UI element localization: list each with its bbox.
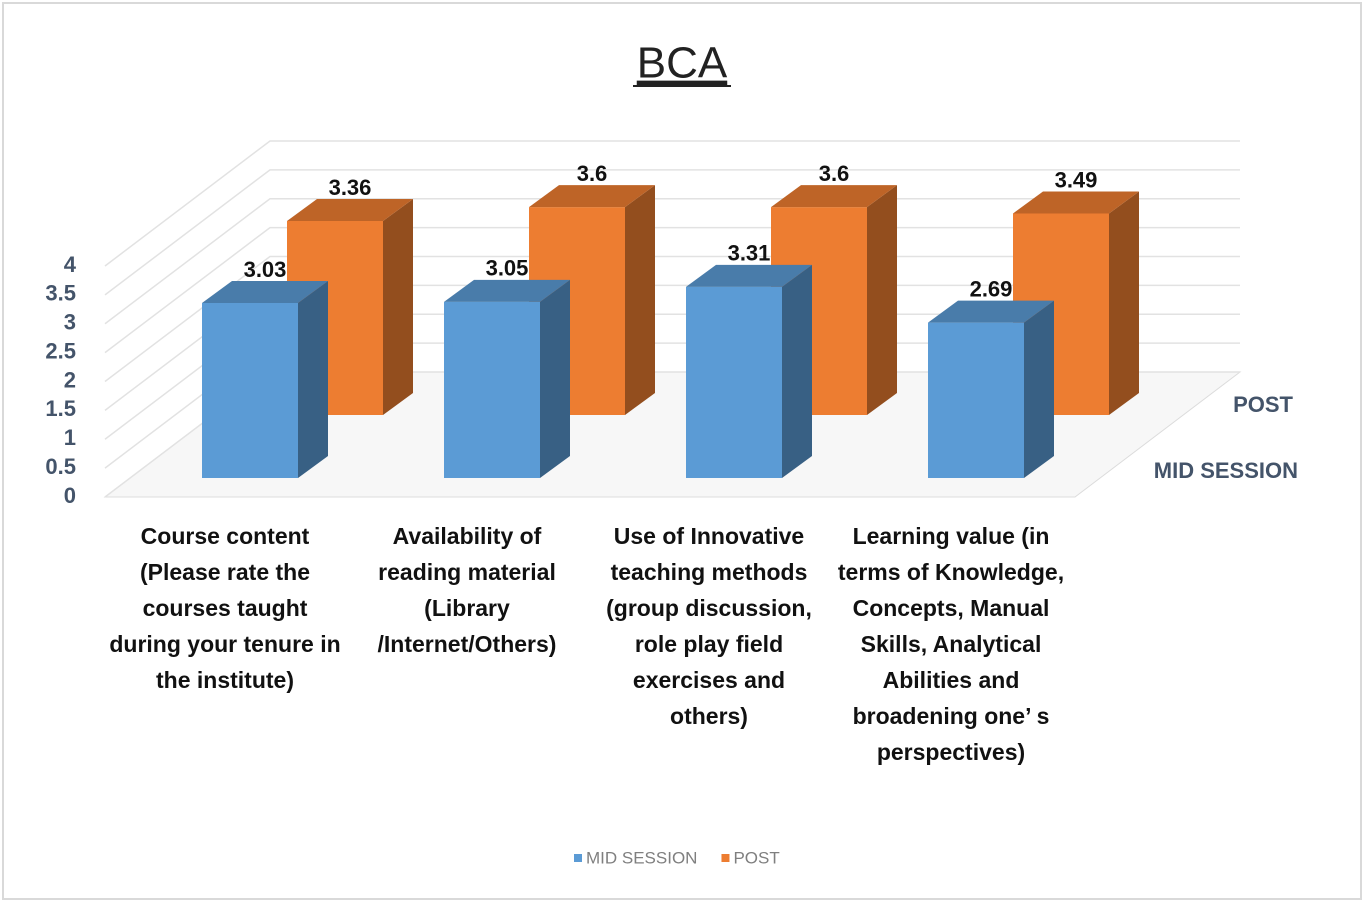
data-label: 2.69 — [970, 276, 1013, 301]
bar-top — [686, 264, 812, 287]
data-label: 3.31 — [728, 241, 771, 266]
bar-top — [529, 185, 655, 208]
y-tick-label: 4 — [64, 252, 77, 277]
y-tick-label: 3.5 — [45, 281, 76, 306]
y-tick-label: 0 — [64, 483, 76, 508]
depth-label: POST — [1233, 392, 1293, 417]
legend-swatch — [721, 854, 730, 862]
depth-label: MID SESSION — [1154, 458, 1298, 483]
y-tick-label: 1.5 — [45, 396, 76, 421]
bar-top — [771, 185, 897, 208]
data-label: 3.6 — [819, 161, 850, 186]
x-tick-label: Learning value (in terms of Knowledge, C… — [837, 523, 1065, 765]
bar-side — [1024, 300, 1054, 478]
bar-front — [202, 303, 298, 478]
legend-swatch — [574, 854, 582, 862]
y-tick-label: 2 — [64, 367, 76, 392]
bar-top — [928, 300, 1054, 323]
bar-top — [1013, 191, 1139, 214]
bar-side — [383, 198, 413, 415]
bar-side — [540, 279, 570, 478]
chart-title: BCA — [637, 39, 728, 88]
bar-side — [782, 264, 812, 478]
bar-top — [444, 279, 570, 302]
bar-front — [686, 286, 782, 478]
grid-line — [104, 140, 1240, 267]
data-label: 3.03 — [244, 257, 287, 282]
bar-top — [202, 281, 328, 304]
legend-label: MID SESSION — [586, 848, 697, 867]
bar-side — [298, 281, 328, 478]
data-label: 3.36 — [329, 175, 372, 200]
legend-label: POST — [733, 848, 779, 867]
bar-top — [287, 198, 413, 221]
bar-side — [867, 185, 897, 415]
grid-line — [104, 198, 1240, 325]
bar-front — [444, 301, 540, 478]
x-tick-label: Use of Innovative teaching methods (grou… — [606, 523, 812, 729]
data-label: 3.05 — [486, 256, 529, 281]
data-label: 3.49 — [1055, 167, 1098, 192]
grid-line — [104, 226, 1240, 354]
bar-side — [625, 185, 655, 415]
x-tick-label: Course content (Please rate the courses … — [109, 523, 341, 693]
grid-line — [104, 255, 1240, 383]
y-tick-label: 3 — [64, 310, 76, 335]
x-tick-label: Availability of reading material (Librar… — [377, 523, 557, 657]
y-tick-label: 1 — [64, 425, 76, 450]
grid-line — [104, 169, 1240, 296]
y-tick-label: 2.5 — [45, 338, 76, 363]
bar-side — [1109, 191, 1139, 415]
bar-front — [928, 322, 1024, 478]
data-label: 3.6 — [577, 161, 608, 186]
y-tick-label: 0.5 — [45, 454, 76, 479]
